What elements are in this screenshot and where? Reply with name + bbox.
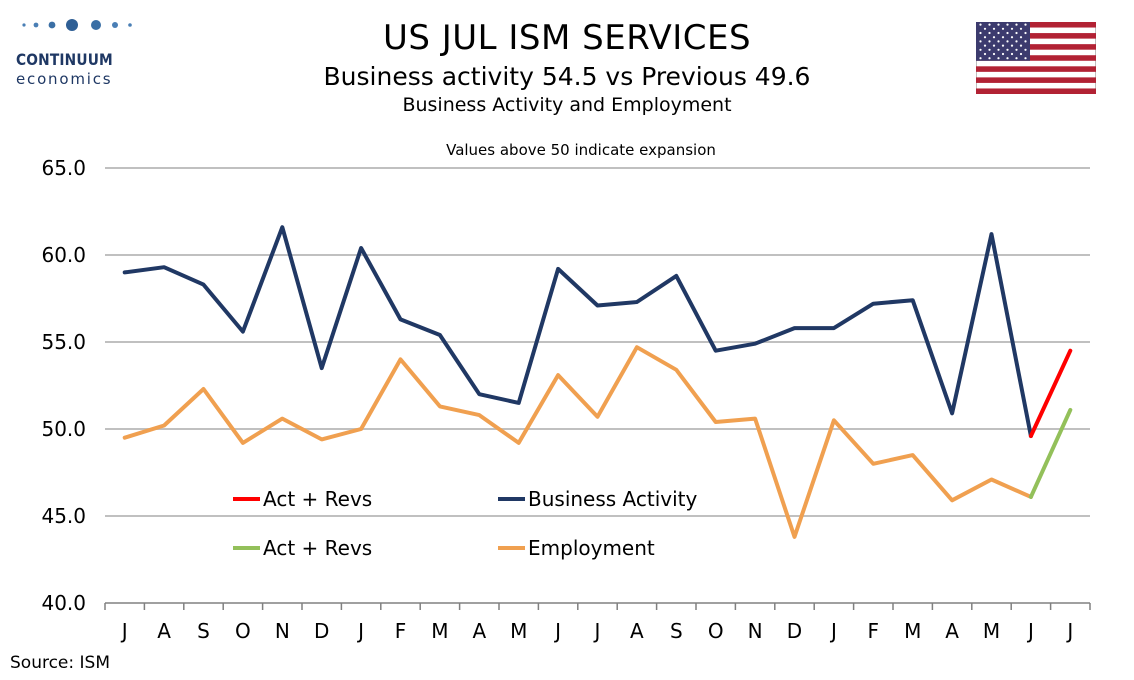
series-lines xyxy=(122,225,1073,539)
x-tick-label: S xyxy=(197,619,210,643)
x-tick-label: M xyxy=(904,619,921,643)
logo-subtitle: economics xyxy=(16,70,113,88)
x-tick-label: A xyxy=(630,619,644,643)
legend-label: Business Activity xyxy=(528,487,698,511)
y-tick-label: 55.0 xyxy=(41,330,86,354)
business-activity-line xyxy=(122,225,1033,438)
x-tick-label: J xyxy=(593,619,601,643)
legend: Act + Revs Business Activity Act + Revs Emp… xyxy=(233,487,698,560)
legend-label: Act + Revs xyxy=(263,536,372,560)
x-tick-label: J xyxy=(829,619,837,643)
chart-subtitle-secondary: Business Activity and Employment xyxy=(402,94,732,116)
source-note: Source: ISM xyxy=(10,653,110,673)
x-tick-label: A xyxy=(157,619,171,643)
x-tick-label: A xyxy=(945,619,959,643)
x-tick-label: O xyxy=(235,619,251,643)
logo-dots-icon xyxy=(22,19,132,31)
employment-act-revs-line xyxy=(1028,407,1073,499)
y-tick-label: 40.0 xyxy=(41,591,86,615)
x-tick-label: M xyxy=(431,619,448,643)
legend-label: Employment xyxy=(528,536,655,560)
legend-label: Act + Revs xyxy=(263,487,372,511)
chart-title: US JUL ISM SERVICES xyxy=(382,18,752,58)
y-tick-label: 60.0 xyxy=(41,243,86,267)
logo-name: CONTINUUM xyxy=(16,50,113,69)
x-tick-label: S xyxy=(670,619,683,643)
us-flag-icon xyxy=(976,22,1096,94)
x-tick-label: N xyxy=(275,619,290,643)
x-tick-label: M xyxy=(983,619,1000,643)
x-tick-label: N xyxy=(748,619,763,643)
x-tick-label: D xyxy=(314,619,329,643)
x-tick-label: J xyxy=(1026,619,1034,643)
continuum-economics-logo: CONTINUUM economics xyxy=(14,14,144,88)
y-tick-label: 50.0 xyxy=(41,417,86,441)
x-tick-label: F xyxy=(868,619,880,643)
x-tick-label: J xyxy=(553,619,561,643)
y-tick-label: 45.0 xyxy=(41,504,86,528)
x-tick-label: A xyxy=(472,619,486,643)
x-tick-label: J xyxy=(120,619,128,643)
chart-subtitle: Business activity 54.5 vs Previous 49.6 xyxy=(323,62,811,91)
x-tick-label: J xyxy=(356,619,364,643)
y-axis-ticks: 40.0 45.0 50.0 55.0 60.0 65.0 xyxy=(41,156,86,615)
x-tick-label: D xyxy=(787,619,802,643)
x-tick-label: O xyxy=(708,619,724,643)
y-tick-label: 65.0 xyxy=(41,156,86,180)
x-tick-label: J xyxy=(1065,619,1073,643)
chart-annotation: Values above 50 indicate expansion xyxy=(446,141,716,159)
x-tick-label: M xyxy=(510,619,527,643)
gridlines xyxy=(105,167,1090,517)
x-tick-label: F xyxy=(395,619,407,643)
business-act-revs-line xyxy=(1028,348,1073,438)
employment-line xyxy=(122,345,1033,539)
